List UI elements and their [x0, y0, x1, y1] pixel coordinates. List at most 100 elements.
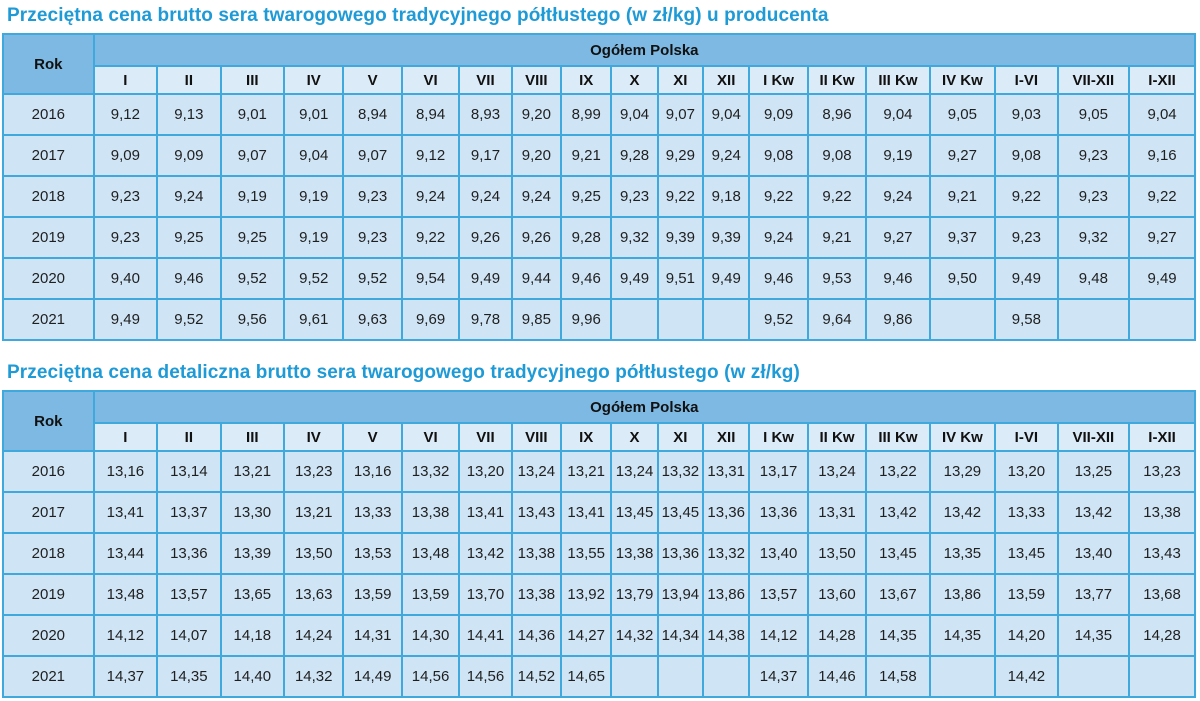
- header-row-periods: I II III IV V VI VII VIII IX X XI XII I Kw II Kw III K…: [3, 65, 1196, 95]
- table-row: 2018 13,44 13,36 13,39 13,50 13,53 13,48 13,42 1…: [2, 532, 1196, 575]
- price-cell: 9,37: [928, 216, 997, 259]
- price-cell: 13,42: [928, 491, 997, 534]
- year-cell: 2018: [2, 532, 95, 575]
- price-cell: 13,31: [702, 450, 751, 493]
- price-cell: 9,04: [702, 93, 751, 136]
- price-cell: 9,78: [458, 298, 513, 341]
- price-cell: 9,24: [400, 175, 461, 218]
- year-cell: 2018: [2, 175, 95, 218]
- price-cell: 13,38: [1128, 491, 1196, 534]
- price-cell: 13,25: [1056, 450, 1131, 493]
- price-cell: 13,94: [656, 573, 705, 616]
- price-cell: 14,37: [748, 655, 809, 698]
- year-cell: 2020: [2, 257, 95, 300]
- price-cell: 13,23: [1128, 450, 1196, 493]
- retail-table-title: Przeciętna cena detaliczna brutto sera t…: [7, 362, 800, 383]
- price-cell: 13,23: [283, 450, 345, 493]
- price-cell: 9,27: [928, 134, 997, 177]
- year-cell: 2021: [2, 298, 95, 341]
- price-cell: 13,24: [806, 450, 868, 493]
- price-cell: 9,25: [219, 216, 286, 259]
- price-cell: 13,24: [510, 450, 563, 493]
- price-cell: 13,43: [1128, 532, 1196, 575]
- price-cell: 14,12: [92, 614, 159, 657]
- table-row: 2017 13,41 13,37 13,30 13,21 13,33 13,38 13,41 1…: [2, 491, 1196, 534]
- price-cell: 9,52: [342, 257, 403, 300]
- year-cell: 2016: [2, 93, 95, 136]
- price-cell: 14,12: [748, 614, 809, 657]
- price-cell: 9,48: [1056, 257, 1131, 300]
- price-cell: 13,40: [1056, 532, 1131, 575]
- price-cell: 9,40: [92, 257, 159, 300]
- price-cell: 14,32: [610, 614, 659, 657]
- table-row: 2019 9,23 9,25 9,25 9,19 9,23 9,22 9,26 9,26 9,28…: [2, 216, 1196, 259]
- price-cell: 13,41: [560, 491, 613, 534]
- price-cell: 13,32: [400, 450, 461, 493]
- price-cell: [1128, 655, 1196, 698]
- rok-column-header: Rok: [2, 390, 95, 452]
- price-cell: 9,23: [994, 216, 1059, 259]
- price-cell: 9,85: [510, 298, 563, 341]
- price-cell: 9,01: [283, 93, 345, 136]
- price-cell: 9,28: [610, 134, 659, 177]
- period-column-header: VII: [458, 422, 513, 452]
- price-cell: 13,38: [510, 573, 563, 616]
- price-cell: 9,24: [510, 175, 563, 218]
- price-cell: 13,60: [806, 573, 868, 616]
- period-column-header: XII: [702, 422, 751, 452]
- price-cell: [1056, 655, 1131, 698]
- price-cell: 8,93: [458, 93, 513, 136]
- price-cell: 14,20: [994, 614, 1059, 657]
- price-cell: [1056, 298, 1131, 341]
- price-cell: 8,99: [560, 93, 613, 136]
- price-cell: 13,79: [610, 573, 659, 616]
- price-cell: 9,61: [283, 298, 345, 341]
- price-cell: 13,29: [928, 450, 997, 493]
- price-cell: 9,04: [1128, 93, 1196, 136]
- price-cell: 9,27: [1128, 216, 1196, 259]
- price-cell: 9,49: [610, 257, 659, 300]
- price-cell: 13,32: [702, 532, 751, 575]
- price-cell: 9,24: [156, 175, 222, 218]
- price-cell: 13,45: [610, 491, 659, 534]
- price-cell: 9,53: [806, 257, 868, 300]
- period-column-header: III: [219, 422, 286, 452]
- price-cell: 9,21: [928, 175, 997, 218]
- price-cell: 13,24: [610, 450, 659, 493]
- price-cell: 14,58: [865, 655, 931, 698]
- price-cell: 9,23: [1056, 134, 1131, 177]
- price-cell: 9,54: [400, 257, 461, 300]
- price-cell: [702, 298, 751, 341]
- price-cell: 13,16: [342, 450, 403, 493]
- price-cell: 14,30: [400, 614, 461, 657]
- period-column-header: IV: [283, 422, 345, 452]
- price-cell: 14,40: [219, 655, 286, 698]
- period-column-header: VII-XII: [1056, 65, 1131, 95]
- period-column-header: II: [156, 422, 222, 452]
- price-cell: 13,55: [560, 532, 613, 575]
- price-cell: 13,40: [748, 532, 809, 575]
- price-cell: 13,16: [92, 450, 159, 493]
- price-cell: 13,38: [510, 532, 563, 575]
- price-cell: 9,09: [156, 134, 222, 177]
- year-cell: 2019: [2, 216, 95, 259]
- table-row: 2020 9,40 9,46 9,52 9,52 9,52 9,54 9,49 9,44 9,46…: [2, 257, 1196, 300]
- period-column-header: IV Kw: [928, 65, 997, 95]
- price-cell: 13,35: [928, 532, 997, 575]
- price-cell: 9,07: [219, 134, 286, 177]
- price-cell: [610, 655, 659, 698]
- price-cell: 13,57: [156, 573, 222, 616]
- price-cell: 13,53: [342, 532, 403, 575]
- price-cell: 9,46: [156, 257, 222, 300]
- price-cell: 13,31: [806, 491, 868, 534]
- price-cell: 9,04: [610, 93, 659, 136]
- price-cell: 14,07: [156, 614, 222, 657]
- price-cell: 13,48: [400, 532, 461, 575]
- price-cell: 9,20: [510, 93, 563, 136]
- year-cell: 2017: [2, 491, 95, 534]
- table-row: 2018 9,23 9,24 9,19 9,19 9,23 9,24 9,24 9,24 9,25…: [2, 175, 1196, 218]
- price-cell: 9,49: [92, 298, 159, 341]
- price-cell: 9,86: [865, 298, 931, 341]
- period-column-header: IV: [283, 65, 345, 95]
